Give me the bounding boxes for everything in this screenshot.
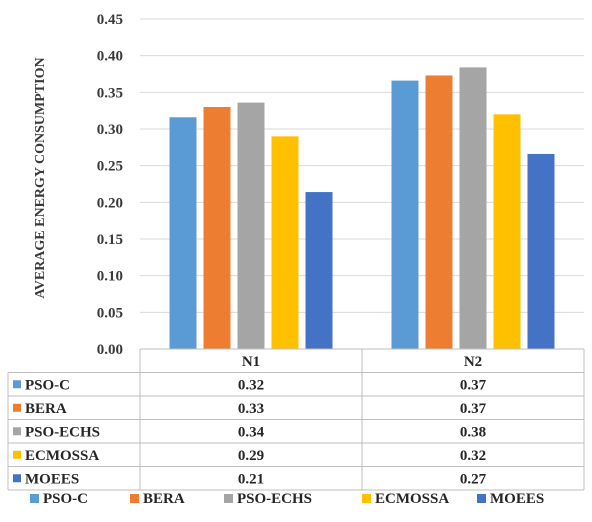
data-label: 0.32 [460,448,486,464]
bar-bera-n2 [425,75,453,349]
table-swatch-pso-echs [13,427,21,436]
y-tick-label: 0.20 [97,195,123,211]
table-row-label: MOEES [25,471,79,487]
y-tick-label: 0.25 [97,159,123,175]
legend-label: ECMOSSA [375,491,449,507]
category-label: N2 [464,354,482,370]
bar-moees-n2 [527,153,555,349]
table-row-label: BERA [25,401,67,417]
data-label: 0.21 [238,471,264,487]
y-axis-label: AVERAGE ENERGY CONSUMPTION [33,57,48,298]
legend-label: BERA [143,491,185,507]
legend-label: PSO-ECHS [237,491,312,507]
data-label: 0.29 [238,448,264,464]
table-row-label: PSO-ECHS [25,424,100,440]
legend-swatch-ecmossa [362,494,371,503]
data-label: 0.37 [460,377,487,393]
data-label: 0.37 [460,401,487,417]
legend-swatch-moees [477,494,486,503]
table-row-label: ECMOSSA [25,448,99,464]
bar-bera-n1 [203,107,231,349]
table-swatch-pso-c [13,380,21,389]
legend-swatch-pso-echs [224,494,233,503]
data-label: 0.33 [238,401,264,417]
legend-label: MOEES [490,491,544,507]
bar-pso-echs-n2 [459,67,487,350]
y-tick-label: 0.00 [97,342,123,358]
table-row-label: PSO-C [25,377,70,393]
legend-swatch-pso-c [30,494,39,503]
table-swatch-moees [13,474,21,483]
data-label: 0.32 [238,377,264,393]
data-label: 0.38 [460,424,486,440]
legend-swatch-bera [130,494,139,503]
legend-label: PSO-C [43,491,88,507]
y-tick-label: 0.40 [97,49,123,65]
bar-ecmossa-n1 [271,136,299,349]
category-label: N1 [242,354,260,370]
y-tick-label: 0.15 [97,232,123,248]
bar-pso-c-n1 [169,117,197,350]
y-tick-label: 0.10 [97,269,123,285]
bar-ecmossa-n2 [493,114,521,349]
y-tick-label: 0.05 [97,305,123,321]
y-tick-label: 0.45 [97,12,123,28]
data-label: 0.34 [238,424,265,440]
legend: PSO-C BERA PSO-ECHS ECMOSSA MOEES [30,491,544,507]
y-tick-label: 0.35 [97,85,123,101]
bar-pso-c-n2 [391,80,419,349]
table-swatch-ecmossa [13,450,21,459]
bar-moees-n1 [305,192,333,349]
y-axis-ticks: 0.00 0.05 0.10 0.15 0.20 0.25 0.30 0.35 0.40 0.45 [97,12,123,358]
data-label: 0.27 [460,471,487,487]
bar-series [169,67,555,350]
data-table: N1 N2 PSO-C 0.32 0.37 BERA 0.33 0.37 PSO-ECHS 0.3… [7,348,585,491]
table-swatch-bera [13,403,21,412]
bar-pso-echs-n1 [237,102,265,349]
y-tick-label: 0.30 [97,122,123,138]
